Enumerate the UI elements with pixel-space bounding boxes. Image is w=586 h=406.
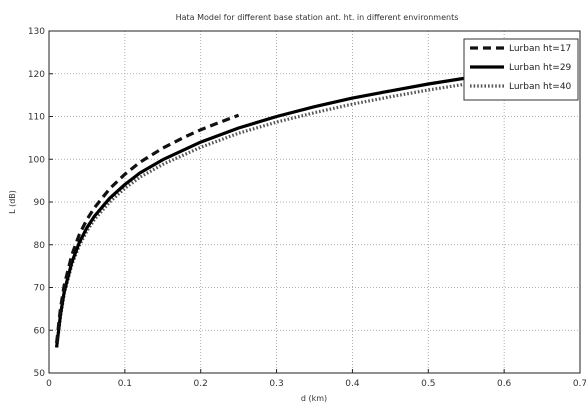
y-tick-label: 50 bbox=[34, 369, 46, 379]
x-tick-label: 0.5 bbox=[421, 379, 435, 389]
series-lines bbox=[55, 71, 543, 348]
x-tick-label: 0.2 bbox=[194, 379, 208, 389]
x-tick-label: 0 bbox=[46, 379, 52, 389]
y-tick-label: 90 bbox=[34, 198, 46, 208]
y-axis-label: L (dB) bbox=[8, 190, 17, 214]
legend: Lurban ht=17 Lurban ht=29 Lurban ht=40 bbox=[463, 38, 579, 101]
grid bbox=[49, 31, 580, 373]
y-tick-label: 110 bbox=[28, 113, 45, 123]
legend-label-2: Lurban ht=29 bbox=[509, 63, 572, 73]
chart-title: Hata Model for different base station an… bbox=[176, 13, 459, 22]
x-tick-label: 0.6 bbox=[497, 379, 512, 389]
y-tick-label: 120 bbox=[28, 70, 45, 80]
y-tick-label: 60 bbox=[34, 326, 46, 336]
axis-ticks: 0 0.1 0.2 0.3 0.4 0.5 0.6 0.7 50 60 70 80 90 100 110 12… bbox=[28, 27, 586, 389]
x-tick-label: 0.7 bbox=[573, 379, 586, 389]
x-axis-label: d (km) bbox=[301, 394, 327, 403]
y-tick-label: 70 bbox=[34, 284, 46, 294]
series-line-2 bbox=[55, 76, 467, 348]
y-tick-label: 130 bbox=[28, 27, 45, 37]
y-tick-label: 80 bbox=[34, 241, 46, 251]
legend-label-1: Lurban ht=17 bbox=[509, 44, 571, 54]
series-line-1 bbox=[55, 113, 240, 344]
y-tick-label: 100 bbox=[28, 155, 45, 165]
legend-label-3: Lurban ht=40 bbox=[509, 82, 572, 92]
x-tick-label: 0.3 bbox=[269, 379, 283, 389]
x-tick-label: 0.1 bbox=[118, 379, 132, 389]
x-tick-label: 0.4 bbox=[345, 379, 360, 389]
